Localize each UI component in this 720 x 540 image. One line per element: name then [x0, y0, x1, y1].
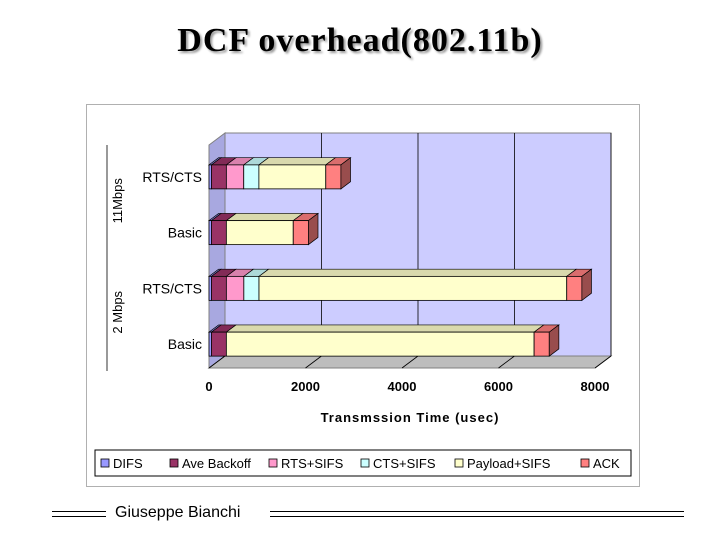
bar-segment	[211, 220, 227, 246]
bar-segment	[211, 164, 227, 190]
legend-label: DIFS	[113, 456, 143, 471]
legend-swatch	[100, 458, 110, 468]
legend-label: CTS+SIFS	[373, 456, 436, 471]
legend-swatch	[268, 458, 278, 468]
x-tick-label: 8000	[581, 379, 610, 394]
x-tick-label: 4000	[388, 379, 417, 394]
x-tick-label: 6000	[484, 379, 513, 394]
floor-gridline	[401, 355, 419, 369]
bar-segment	[258, 164, 327, 190]
legend-swatch	[454, 458, 464, 468]
legend-swatch	[169, 458, 179, 468]
bar-segment-top	[225, 213, 304, 221]
category-label: RTS/CTS	[142, 280, 202, 296]
bar-segment	[211, 331, 227, 357]
legend-label: ACK	[593, 456, 620, 471]
bar-segment	[225, 220, 294, 246]
footer-rule-left	[52, 511, 106, 517]
bar-end-face	[340, 156, 351, 190]
bar-segment	[243, 275, 260, 301]
category-label: Basic	[168, 225, 202, 241]
bar-end-face	[581, 268, 592, 302]
bar-segment-top	[257, 268, 578, 277]
category-label: RTS/CTS	[142, 169, 202, 185]
bar-segment	[325, 164, 342, 190]
category-label: Basic	[168, 336, 202, 352]
floor-gridline	[208, 355, 226, 369]
legend-label: Ave Backoff	[182, 456, 251, 471]
bar-segment-top	[225, 324, 545, 333]
legend-swatch	[360, 458, 370, 468]
bar-segment	[243, 164, 260, 190]
x-tick-label: 0	[205, 379, 212, 394]
legend-label: Payload+SIFS	[467, 456, 551, 471]
footer-rule-right	[270, 511, 684, 517]
bar-end-face	[308, 212, 319, 246]
stacked-bar-chart: 0 2000 4000 6000 8000 Transmssion Time (usec)…	[94, 132, 632, 477]
bar-segment	[225, 164, 245, 190]
bar-segment	[533, 331, 550, 357]
bar-segment	[225, 275, 245, 301]
footer-author: Giuseppe Bianchi	[115, 504, 241, 521]
floor-gridline	[498, 355, 515, 369]
bar-segment	[292, 220, 309, 246]
legend-label: RTS+SIFS	[281, 456, 344, 471]
group-label: 11Mbps	[110, 178, 125, 224]
bar-segment	[225, 331, 535, 357]
floor-gridline	[305, 355, 322, 369]
floor-gridline	[594, 355, 612, 369]
bar-segment	[211, 275, 227, 301]
bar-segment	[566, 275, 583, 301]
x-axis-title: Transmssion Time (usec)	[321, 410, 500, 425]
page-title: DCF overhead(802.11b)	[177, 22, 543, 59]
bar-segment-top	[257, 157, 337, 166]
legend-swatch	[580, 458, 590, 468]
x-tick-label: 2000	[291, 379, 320, 394]
bar-segment	[258, 275, 568, 301]
group-label: 2 Mbps	[110, 290, 125, 333]
bar-end-face	[548, 324, 560, 357]
chart-container: 0 2000 4000 6000 8000 Transmssion Time (usec)…	[86, 104, 640, 487]
